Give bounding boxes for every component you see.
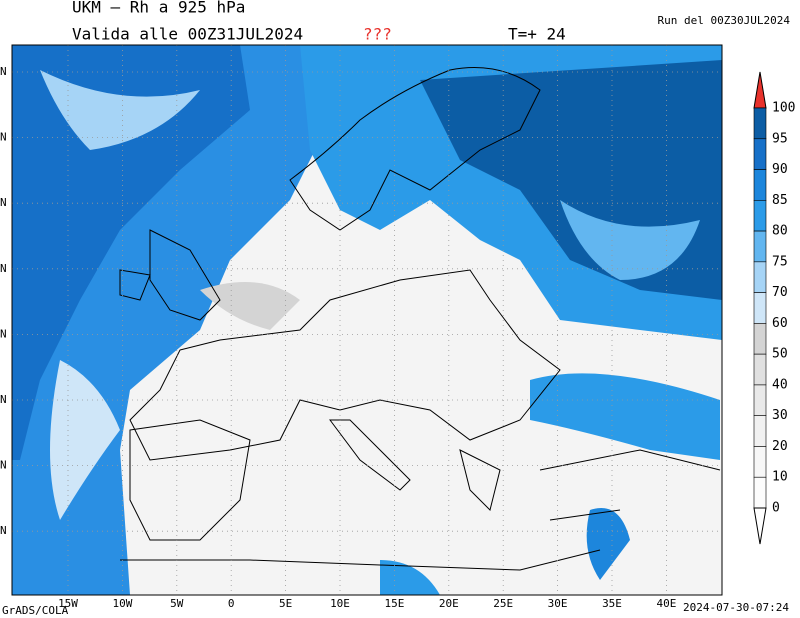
lon-label: 35E — [602, 597, 622, 610]
colorbar-box — [753, 230, 767, 263]
lat-label: N — [0, 131, 7, 144]
colorbar-label: 95 — [772, 131, 788, 146]
lat-label: N — [0, 459, 7, 472]
colorbar-box — [753, 476, 767, 509]
colorbar-label: 40 — [772, 377, 788, 392]
colorbar-label: 70 — [772, 285, 788, 300]
colorbar-box — [753, 384, 767, 416]
colorbar-label: 85 — [772, 193, 788, 208]
lon-label: 10W — [112, 597, 132, 610]
lat-label: N — [0, 393, 7, 406]
colorbar-box — [753, 107, 767, 140]
lat-label: N — [0, 65, 7, 78]
lon-label: 25E — [493, 597, 513, 610]
lon-label: 10E — [330, 597, 350, 610]
map — [11, 44, 723, 596]
colorbar-label: 30 — [772, 408, 788, 423]
forecast-step: T=+ 24 — [508, 25, 566, 44]
lon-label: 0 — [228, 597, 235, 610]
timestamp: 2024-07-30-07:24 — [683, 601, 789, 614]
colorbar-box — [753, 323, 767, 355]
colorbar-label: 10 — [772, 470, 788, 485]
colorbar-label: 20 — [772, 439, 788, 454]
colorbar-box — [753, 200, 767, 232]
lon-label: 5E — [279, 597, 292, 610]
colorbar-box — [753, 261, 767, 293]
run-time: Run del 00Z30JUL2024 — [658, 14, 791, 27]
colorbar-box — [753, 446, 767, 478]
lon-label: 5W — [170, 597, 184, 610]
lon-label: 30E — [548, 597, 568, 610]
colorbar-label: 100 — [772, 101, 795, 116]
colorbar-box — [753, 353, 767, 386]
colorbar-box — [753, 138, 767, 170]
colorbar-label: 60 — [772, 316, 788, 331]
software-credit: GrADS/COLA — [2, 604, 69, 617]
lon-label: 15W — [58, 597, 78, 610]
colorbar-box — [753, 415, 767, 447]
colorbar-box — [753, 292, 767, 324]
colorbar-label: 75 — [772, 254, 788, 269]
colorbar-below — [753, 507, 767, 545]
lat-label: N — [0, 196, 7, 209]
colorbar-label: 80 — [772, 224, 788, 239]
flag: ??? — [363, 25, 392, 44]
title: UKM – Rh a 925 hPa — [72, 0, 245, 17]
lat-label: N — [0, 327, 7, 340]
colorbar-box — [753, 169, 767, 201]
colorbar-above — [753, 71, 767, 109]
colorbar-label: 0 — [772, 501, 780, 516]
map-frame — [11, 44, 723, 596]
lat-label: N — [0, 524, 7, 537]
colorbar-label: 50 — [772, 347, 788, 362]
lon-label: 40E — [656, 597, 676, 610]
valid-time: Valida alle 00Z31JUL2024 — [72, 25, 303, 44]
colorbar-label: 90 — [772, 162, 788, 177]
lon-label: 15E — [384, 597, 404, 610]
lon-label: 20E — [439, 597, 459, 610]
lat-label: N — [0, 262, 7, 275]
